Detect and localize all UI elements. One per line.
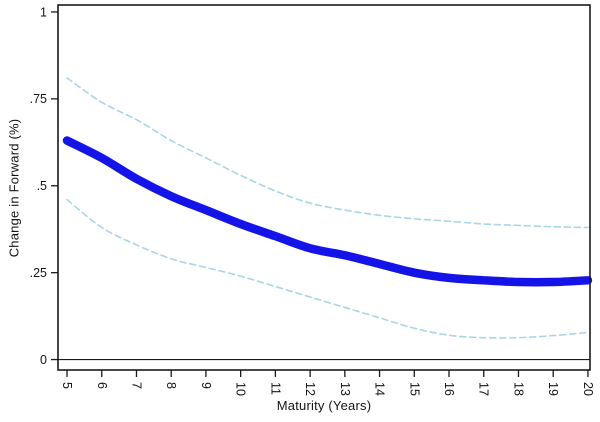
x-tick-label: 20 — [581, 382, 595, 396]
x-tick-label: 16 — [442, 382, 456, 396]
x-tick-label: 7 — [129, 382, 143, 389]
y-tick-label: 0 — [40, 353, 47, 367]
x-tick-label: 15 — [407, 382, 421, 396]
x-tick-label: 14 — [373, 382, 387, 396]
y-axis-title: Change in Forward (%) — [6, 118, 22, 258]
y-tick-label: .75 — [30, 92, 47, 106]
series-upper-confidence-band — [66, 77, 589, 229]
y-tick-label: 1 — [40, 5, 47, 19]
x-tick-label: 17 — [477, 382, 491, 396]
x-axis-title: Maturity (Years) — [276, 398, 372, 413]
series-estimate — [62, 136, 593, 287]
x-tick-label: 18 — [511, 382, 525, 396]
x-tick-label: 9 — [199, 382, 213, 389]
x-tick-label: 8 — [164, 382, 178, 389]
x-tick-label: 10 — [234, 382, 248, 396]
y-tick-label: .25 — [30, 266, 47, 280]
x-tick-label: 5 — [60, 382, 74, 389]
y-tick-label: .5 — [37, 179, 47, 193]
x-tick-label: 12 — [303, 382, 317, 396]
x-tick-label: 19 — [546, 382, 560, 396]
x-tick-label: 11 — [268, 382, 282, 395]
plot-frame — [57, 4, 591, 371]
series-lower-confidence-band — [66, 198, 589, 339]
x-tick-label: 13 — [338, 382, 352, 396]
x-tick-label: 6 — [95, 382, 109, 389]
